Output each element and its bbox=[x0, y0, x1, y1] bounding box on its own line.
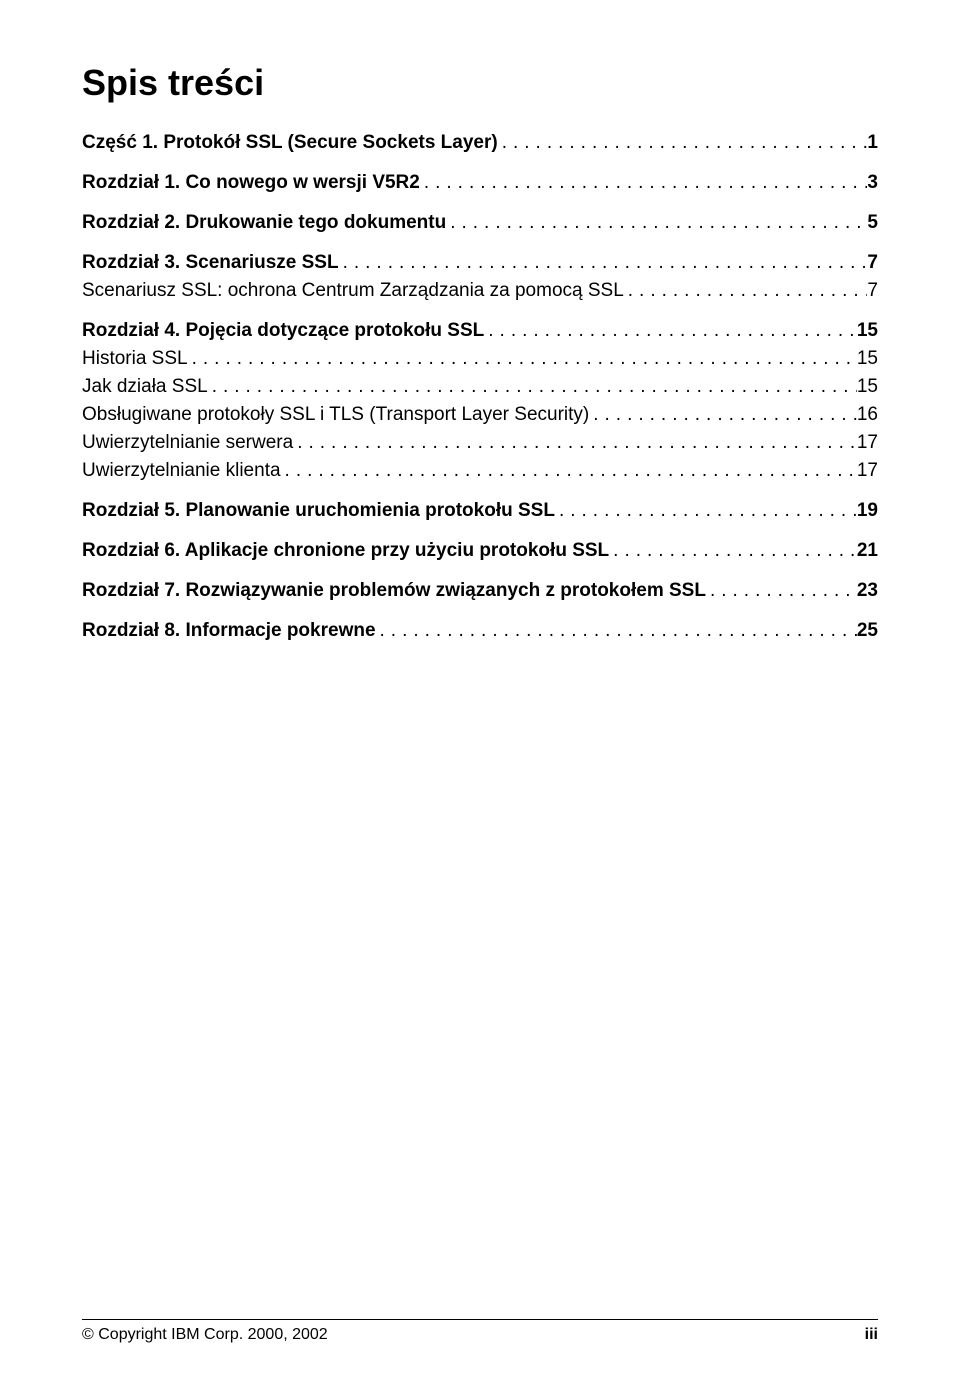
toc-leader-dots: ........................................… bbox=[706, 580, 857, 602]
toc-leader-dots: ........................................… bbox=[281, 460, 857, 482]
toc-entry: Rozdział 1. Co nowego w wersji V5R2.....… bbox=[82, 172, 878, 194]
toc-entry-label: Rozdział 8. Informacje pokrewne bbox=[82, 620, 376, 642]
page-number: iii bbox=[865, 1326, 878, 1344]
toc-leader-dots: ........................................… bbox=[555, 500, 857, 522]
toc-leader-dots: ........................................… bbox=[339, 252, 868, 274]
toc-leader-dots: ........................................… bbox=[498, 132, 868, 154]
toc-entry-label: Część 1. Protokół SSL (Secure Sockets La… bbox=[82, 132, 498, 154]
toc-entry: Rozdział 2. Drukowanie tego dokumentu...… bbox=[82, 212, 878, 234]
toc-entry-page: 7 bbox=[867, 280, 878, 302]
page-footer: © Copyright IBM Corp. 2000, 2002 iii bbox=[82, 1319, 878, 1344]
toc-leader-dots: ........................................… bbox=[446, 212, 867, 234]
toc-entry-page: 21 bbox=[857, 540, 878, 562]
toc-group: Rozdział 4. Pojęcia dotyczące protokołu … bbox=[82, 320, 878, 482]
page-title: Spis treści bbox=[82, 62, 878, 104]
table-of-contents: Część 1. Protokół SSL (Secure Sockets La… bbox=[82, 132, 878, 642]
toc-entry-label: Rozdział 7. Rozwiązywanie problemów zwią… bbox=[82, 580, 706, 602]
toc-entry: Rozdział 8. Informacje pokrewne.........… bbox=[82, 620, 878, 642]
toc-entry: Rozdział 5. Planowanie uruchomienia prot… bbox=[82, 500, 878, 522]
toc-entry-page: 16 bbox=[857, 404, 878, 426]
toc-group: Rozdział 8. Informacje pokrewne.........… bbox=[82, 620, 878, 642]
toc-group: Rozdział 2. Drukowanie tego dokumentu...… bbox=[82, 212, 878, 234]
toc-entry-label: Rozdział 2. Drukowanie tego dokumentu bbox=[82, 212, 446, 234]
toc-entry: Scenariusz SSL: ochrona Centrum Zarządza… bbox=[82, 280, 878, 302]
toc-entry-page: 15 bbox=[857, 348, 878, 370]
toc-leader-dots: ........................................… bbox=[376, 620, 857, 642]
toc-entry: Uwierzytelnianie klienta................… bbox=[82, 460, 878, 482]
toc-leader-dots: ........................................… bbox=[589, 404, 857, 426]
toc-group: Rozdział 5. Planowanie uruchomienia prot… bbox=[82, 500, 878, 522]
toc-entry-page: 1 bbox=[867, 132, 878, 154]
toc-entry: Historia SSL............................… bbox=[82, 348, 878, 370]
toc-entry: Obsługiwane protokoły SSL i TLS (Transpo… bbox=[82, 404, 878, 426]
toc-entry-label: Rozdział 1. Co nowego w wersji V5R2 bbox=[82, 172, 420, 194]
toc-entry-label: Rozdział 5. Planowanie uruchomienia prot… bbox=[82, 500, 555, 522]
toc-leader-dots: ........................................… bbox=[624, 280, 868, 302]
copyright-text: © Copyright IBM Corp. 2000, 2002 bbox=[82, 1326, 328, 1344]
toc-entry-page: 15 bbox=[857, 376, 878, 398]
toc-entry-page: 17 bbox=[857, 460, 878, 482]
toc-leader-dots: ........................................… bbox=[484, 320, 857, 342]
toc-entry: Uwierzytelnianie serwera................… bbox=[82, 432, 878, 454]
toc-entry-label: Historia SSL bbox=[82, 348, 188, 370]
toc-entry-label: Scenariusz SSL: ochrona Centrum Zarządza… bbox=[82, 280, 624, 302]
toc-entry: Rozdział 6. Aplikacje chronione przy uży… bbox=[82, 540, 878, 562]
toc-entry: Rozdział 3. Scenariusze SSL.............… bbox=[82, 252, 878, 274]
toc-entry-label: Uwierzytelnianie klienta bbox=[82, 460, 281, 482]
toc-leader-dots: ........................................… bbox=[293, 432, 857, 454]
toc-entry-label: Rozdział 4. Pojęcia dotyczące protokołu … bbox=[82, 320, 484, 342]
toc-entry-page: 3 bbox=[867, 172, 878, 194]
toc-entry: Rozdział 7. Rozwiązywanie problemów zwią… bbox=[82, 580, 878, 602]
toc-entry: Część 1. Protokół SSL (Secure Sockets La… bbox=[82, 132, 878, 154]
toc-entry-page: 23 bbox=[857, 580, 878, 602]
toc-leader-dots: ........................................… bbox=[420, 172, 868, 194]
toc-entry-page: 5 bbox=[867, 212, 878, 234]
toc-group: Rozdział 6. Aplikacje chronione przy uży… bbox=[82, 540, 878, 562]
toc-group: Część 1. Protokół SSL (Secure Sockets La… bbox=[82, 132, 878, 154]
toc-leader-dots: ........................................… bbox=[188, 348, 857, 370]
toc-leader-dots: ........................................… bbox=[208, 376, 857, 398]
toc-entry-label: Uwierzytelnianie serwera bbox=[82, 432, 293, 454]
toc-entry-page: 19 bbox=[857, 500, 878, 522]
toc-entry-label: Rozdział 6. Aplikacje chronione przy uży… bbox=[82, 540, 609, 562]
toc-group: Rozdział 7. Rozwiązywanie problemów zwią… bbox=[82, 580, 878, 602]
toc-entry: Rozdział 4. Pojęcia dotyczące protokołu … bbox=[82, 320, 878, 342]
toc-group: Rozdział 3. Scenariusze SSL.............… bbox=[82, 252, 878, 302]
toc-entry-page: 25 bbox=[857, 620, 878, 642]
toc-group: Rozdział 1. Co nowego w wersji V5R2.....… bbox=[82, 172, 878, 194]
toc-entry-page: 17 bbox=[857, 432, 878, 454]
toc-entry-page: 7 bbox=[867, 252, 878, 274]
toc-entry-page: 15 bbox=[857, 320, 878, 342]
toc-entry-label: Obsługiwane protokoły SSL i TLS (Transpo… bbox=[82, 404, 589, 426]
toc-leader-dots: ........................................… bbox=[609, 540, 857, 562]
toc-entry-label: Rozdział 3. Scenariusze SSL bbox=[82, 252, 339, 274]
toc-entry: Jak działa SSL..........................… bbox=[82, 376, 878, 398]
toc-entry-label: Jak działa SSL bbox=[82, 376, 208, 398]
